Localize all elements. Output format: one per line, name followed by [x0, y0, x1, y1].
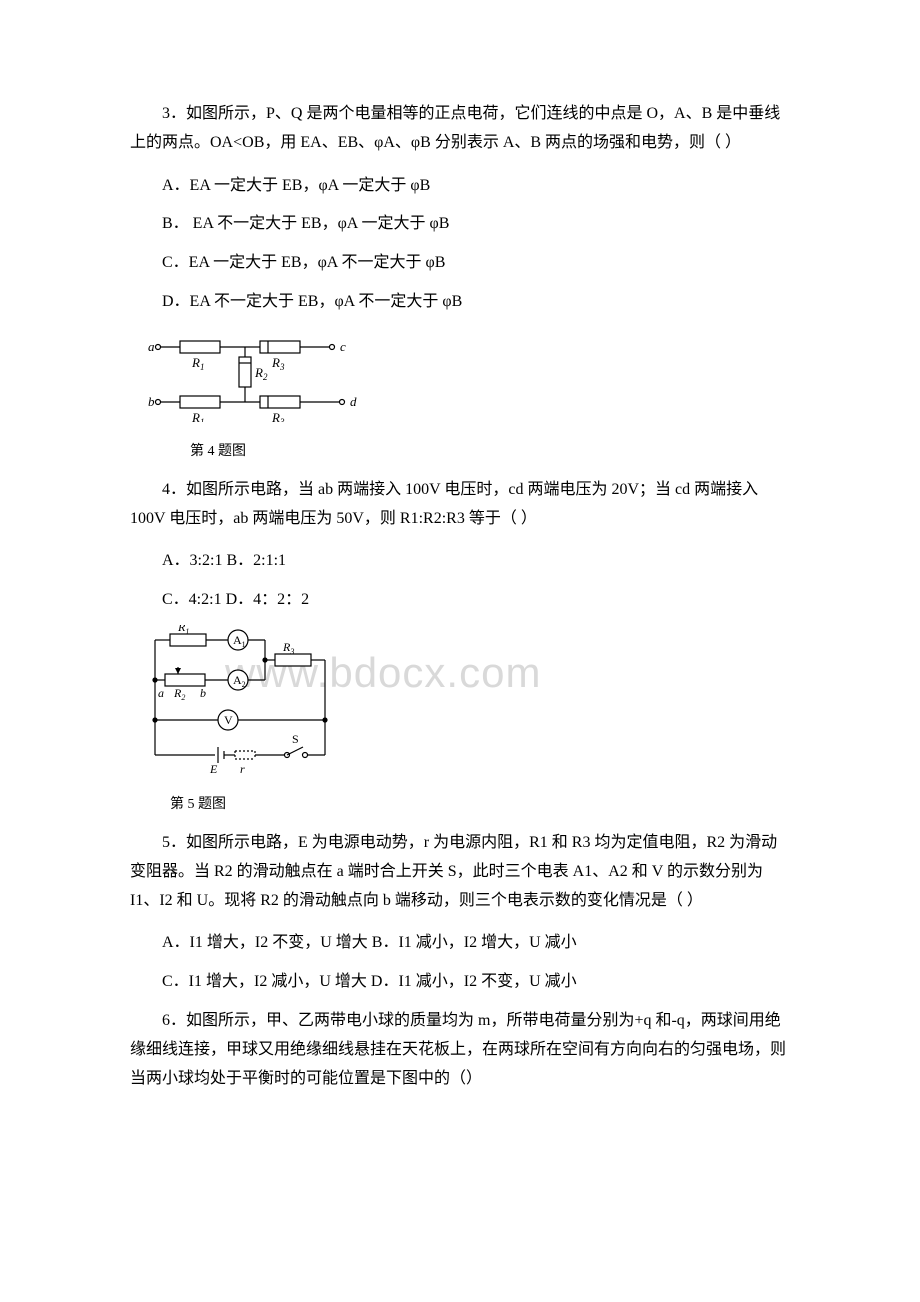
label-b-end: b	[200, 686, 206, 700]
label-e: E	[209, 762, 218, 775]
q5-option-cd: C．I1 增大，I2 减小，U 增大 D．I1 减小，I2 不变，U 减小	[130, 968, 790, 997]
q4-option-ab: A．3:2:1 B．2:1:1	[130, 547, 790, 576]
diagram-q4: a R1 R3 c R2 b	[140, 327, 790, 433]
label-r1-bot: R	[191, 410, 200, 422]
svg-text:R3: R3	[271, 355, 285, 372]
svg-text:R2: R2	[173, 686, 185, 702]
q3-option-b: B． EA 不一定大于 EB，φA 一定大于 φB	[130, 210, 790, 239]
label-c: c	[340, 339, 346, 354]
q3-option-c: C．EA 一定大于 EB，φA 不一定大于 φB	[130, 249, 790, 278]
q4-text: 4．如图所示电路，当 ab 两端接入 100V 电压时，cd 两端电压为 20V…	[130, 476, 790, 534]
label-a: a	[148, 339, 155, 354]
label-a1: A	[233, 633, 242, 647]
label-a-end: a	[158, 686, 164, 700]
label-a2: A	[233, 673, 242, 687]
label-r1-top: R	[191, 355, 200, 370]
q5-option-ab: A．I1 增大，I2 不变，U 增大 B．I1 减小，I2 增大，U 减小	[130, 929, 790, 958]
label-r3-bot: R	[271, 410, 280, 422]
q3-option-d: D．EA 不一定大于 EB，φA 不一定大于 φB	[130, 288, 790, 317]
label-v: V	[224, 713, 233, 727]
q3-text: 3．如图所示，P、Q 是两个电量相等的正点电荷，它们连线的中点是 O，A、B 是…	[130, 100, 790, 158]
q6-text: 6．如图所示，甲、乙两带电小球的质量均为 m，所带电荷量分别为+q 和-q，两球…	[130, 1007, 790, 1093]
page-content: 3．如图所示，P、Q 是两个电量相等的正点电荷，它们连线的中点是 O，A、B 是…	[130, 100, 790, 1093]
label-r2: R	[254, 365, 263, 380]
label-d: d	[350, 394, 357, 409]
svg-text:R1: R1	[191, 410, 204, 422]
circuit-diagram-q5: R1 A1 R3 a R2 b	[140, 625, 340, 775]
circuit-diagram-q4: a R1 R3 c R2 b	[140, 327, 370, 422]
q3-option-a: A．EA 一定大于 EB，φA 一定大于 φB	[130, 172, 790, 201]
svg-text:R2: R2	[254, 365, 268, 382]
label-b: b	[148, 394, 155, 409]
label-r: r	[240, 762, 245, 775]
svg-text:R3: R3	[282, 640, 294, 656]
q5-text: 5．如图所示电路，E 为电源电动势，r 为电源内阻，R1 和 R3 均为定值电阻…	[130, 829, 790, 915]
diagram5-caption: 第 5 题图	[170, 792, 790, 817]
svg-text:R1: R1	[191, 355, 204, 372]
label-r3-top: R	[271, 355, 280, 370]
q4-option-cd: C．4:2:1 D．4：2：2	[130, 586, 790, 615]
label-s: S	[292, 732, 299, 746]
svg-text:R3: R3	[271, 410, 285, 422]
diagram-q5: R1 A1 R3 a R2 b	[140, 625, 790, 786]
diagram4-caption: 第 4 题图	[190, 439, 790, 464]
